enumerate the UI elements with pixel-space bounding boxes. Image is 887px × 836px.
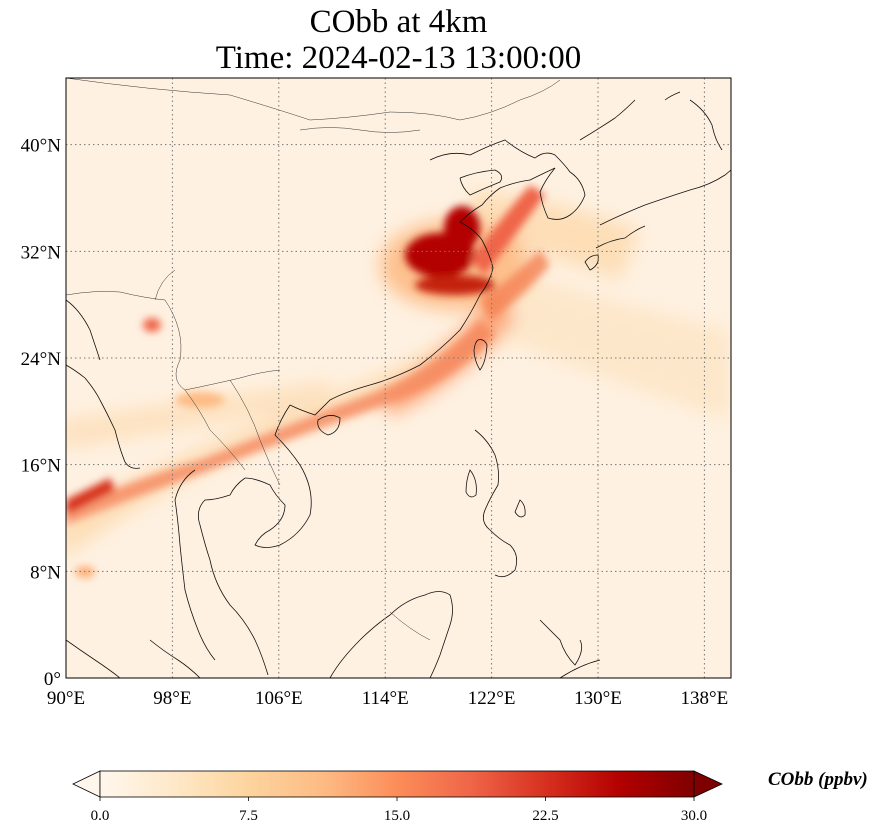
colorbar: 0.0 7.5 15.0 22.5 30.0: [72, 770, 723, 824]
lat-tick-label: 24°N: [21, 349, 62, 370]
lon-tick-label: 98°E: [153, 688, 191, 709]
colorbar-ticks: 0.0 7.5 15.0 22.5 30.0: [91, 797, 707, 824]
colorbar-min-extend: [72, 770, 101, 798]
colorbar-tick-label: 22.5: [532, 808, 558, 824]
colorbar-tick-label: 15.0: [384, 808, 410, 824]
country-borders: [66, 78, 561, 641]
lon-tick-label: 90°E: [47, 688, 85, 709]
colorbar-tick-label: 30.0: [681, 808, 707, 824]
coastlines: [66, 91, 731, 678]
latitude-tick-labels: 0° 8°N 16°N 24°N 32°N 40°N: [21, 136, 62, 690]
colorbar-tick-label: 7.5: [239, 808, 258, 824]
lat-tick-label: 8°N: [30, 562, 61, 583]
map-frame: [65, 77, 732, 679]
map-title: CObb at 4km: [309, 4, 488, 40]
colorbar-max-extend: [693, 770, 723, 798]
map-time-subtitle: Time: 2024-02-13 13:00:00: [215, 40, 582, 76]
lon-tick-label: 130°E: [574, 688, 622, 709]
colorbar-gradient: [99, 770, 695, 798]
lat-tick-label: 0°: [44, 669, 61, 690]
lon-tick-label: 114°E: [362, 688, 409, 709]
lon-tick-label: 106°E: [255, 688, 303, 709]
lat-tick-label: 16°N: [21, 456, 62, 477]
lat-tick-label: 32°N: [21, 242, 62, 263]
co-concentration-field: [66, 78, 731, 678]
longitude-tick-labels: 90°E 98°E 106°E 114°E 122°E 130°E 138°E: [47, 688, 728, 709]
map-gridlines: [66, 78, 731, 678]
lon-tick-label: 138°E: [681, 688, 729, 709]
lon-tick-label: 122°E: [468, 688, 516, 709]
colorbar-label: CObb (ppbv): [768, 769, 868, 790]
lat-tick-label: 40°N: [21, 136, 62, 157]
colorbar-tick-label: 0.0: [91, 808, 110, 824]
